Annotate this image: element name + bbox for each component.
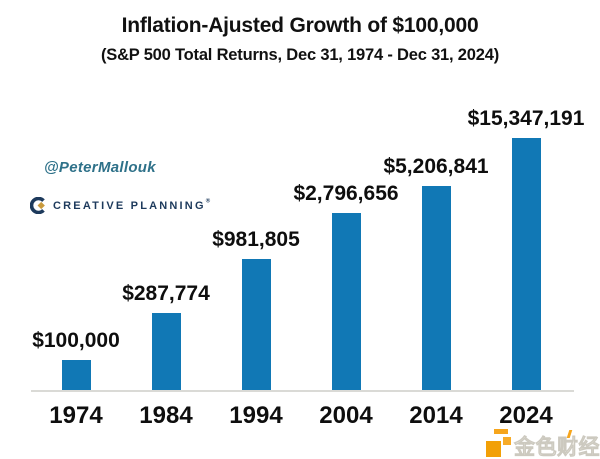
bar-column-2004: $2,796,656 [293, 0, 399, 391]
bar-column-2024: $15,347,191 [468, 0, 584, 391]
bar-1974 [61, 360, 91, 391]
bar-value-label: $2,796,656 [293, 182, 399, 205]
bar-column-2014: $5,206,841 [383, 0, 489, 391]
chart-title: Inflation-Ajusted Growth of $100,000 [121, 14, 479, 37]
bar-2004 [331, 213, 361, 391]
bar-chart: $100,000 $287,774 $981,805 $2,796,656 $5… [31, 0, 584, 391]
brand-name: CREATIVE PLANNING® [53, 198, 211, 212]
x-tick-1984: 1984 [139, 402, 193, 429]
x-tick-2024: 2024 [499, 402, 553, 429]
x-tick-1994: 1994 [229, 402, 283, 429]
bar-value-label: $981,805 [212, 228, 300, 251]
bar-1994 [241, 259, 271, 391]
jinse-logo-icon [486, 429, 512, 457]
bar-2024 [511, 138, 541, 391]
watermark-text: 金色财经 [514, 436, 600, 459]
x-tick-1974: 1974 [49, 402, 103, 429]
bar-1984 [151, 313, 181, 391]
registered-mark: ® [205, 198, 211, 205]
creative-planning-logo: CREATIVE PLANNING® [30, 196, 210, 214]
bar-column-1994: $981,805 [211, 0, 301, 391]
bar-value-label: $5,206,841 [383, 155, 489, 178]
x-axis-line [31, 390, 574, 392]
bar-value-label: $15,347,191 [467, 107, 585, 130]
bar-value-label: $100,000 [32, 329, 120, 352]
author-handle: @PeterMallouk [44, 159, 156, 176]
jinse-watermark: 金色财经 [484, 428, 600, 459]
chart-subtitle: (S&P 500 Total Returns, Dec 31, 1974 - D… [100, 46, 500, 64]
creative-planning-icon [30, 196, 47, 214]
x-tick-2014: 2014 [409, 402, 463, 429]
bar-2014 [421, 186, 451, 391]
bar-column-1974: $100,000 [31, 0, 121, 391]
bar-column-1984: $287,774 [121, 0, 211, 391]
bar-value-label: $287,774 [122, 282, 210, 305]
x-axis-labels: 1974 1984 1994 2004 2014 2024 [31, 402, 571, 430]
x-tick-2004: 2004 [319, 402, 373, 429]
